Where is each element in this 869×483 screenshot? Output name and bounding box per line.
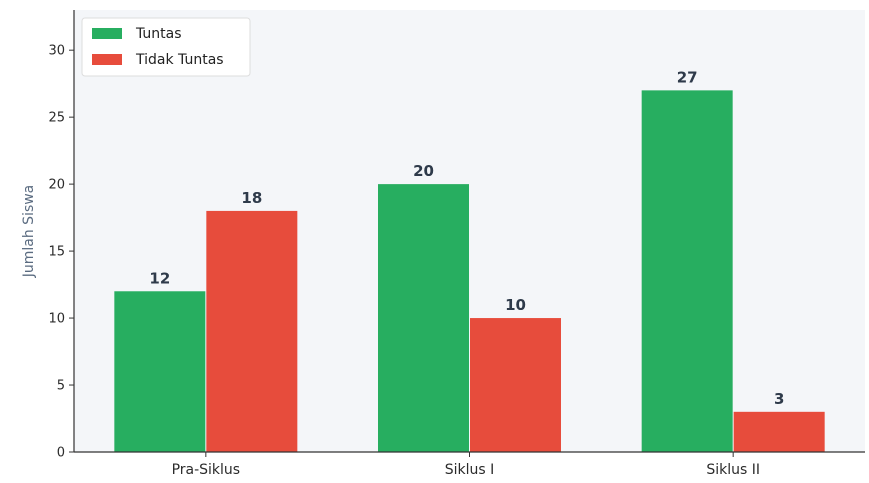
y-tick-label: 30: [48, 44, 65, 59]
y-tick-label: 5: [57, 379, 65, 394]
data-label-tidak-tuntas-pra-siklus: 18: [241, 189, 262, 207]
x-tick-label: Pra-Siklus: [172, 462, 241, 478]
legend-label-tuntas: Tuntas: [135, 26, 182, 42]
legend-swatch-tidak-tuntas: [92, 54, 122, 65]
data-label-tuntas-pra-siklus: 12: [149, 269, 170, 287]
bar-tidak-tuntas-siklus-i: [470, 318, 561, 452]
x-tick-label: Siklus I: [445, 462, 495, 478]
y-tick-label: 20: [48, 178, 65, 193]
y-tick-label: 25: [48, 111, 65, 126]
y-tick-label: 15: [48, 245, 65, 260]
x-tick-label: Siklus II: [706, 462, 760, 478]
legend: Tuntas Tidak Tuntas: [81, 17, 251, 77]
bar-tidak-tuntas-siklus-ii: [733, 411, 825, 452]
y-tick-label: 10: [48, 312, 65, 327]
plot-area: [74, 10, 865, 452]
bar-tidak-tuntas-pra-siklus: [206, 210, 298, 452]
data-label-tuntas-siklus-ii: 27: [677, 68, 698, 86]
bar-tuntas-pra-siklus: [114, 291, 206, 452]
y-tick-label: 0: [57, 446, 65, 461]
data-label-tidak-tuntas-siklus-i: 10: [505, 296, 526, 314]
data-label-tuntas-siklus-i: 20: [413, 162, 434, 180]
y-axis-title: Jumlah Siswa: [21, 185, 37, 279]
legend-swatch-tuntas: [92, 28, 122, 39]
legend-label-tidak-tuntas: Tidak Tuntas: [135, 52, 224, 68]
bar-tuntas-siklus-ii: [641, 90, 733, 452]
legend-box: [81, 17, 251, 77]
data-label-tidak-tuntas-siklus-ii: 3: [774, 390, 784, 408]
bar-tuntas-siklus-i: [378, 184, 469, 452]
